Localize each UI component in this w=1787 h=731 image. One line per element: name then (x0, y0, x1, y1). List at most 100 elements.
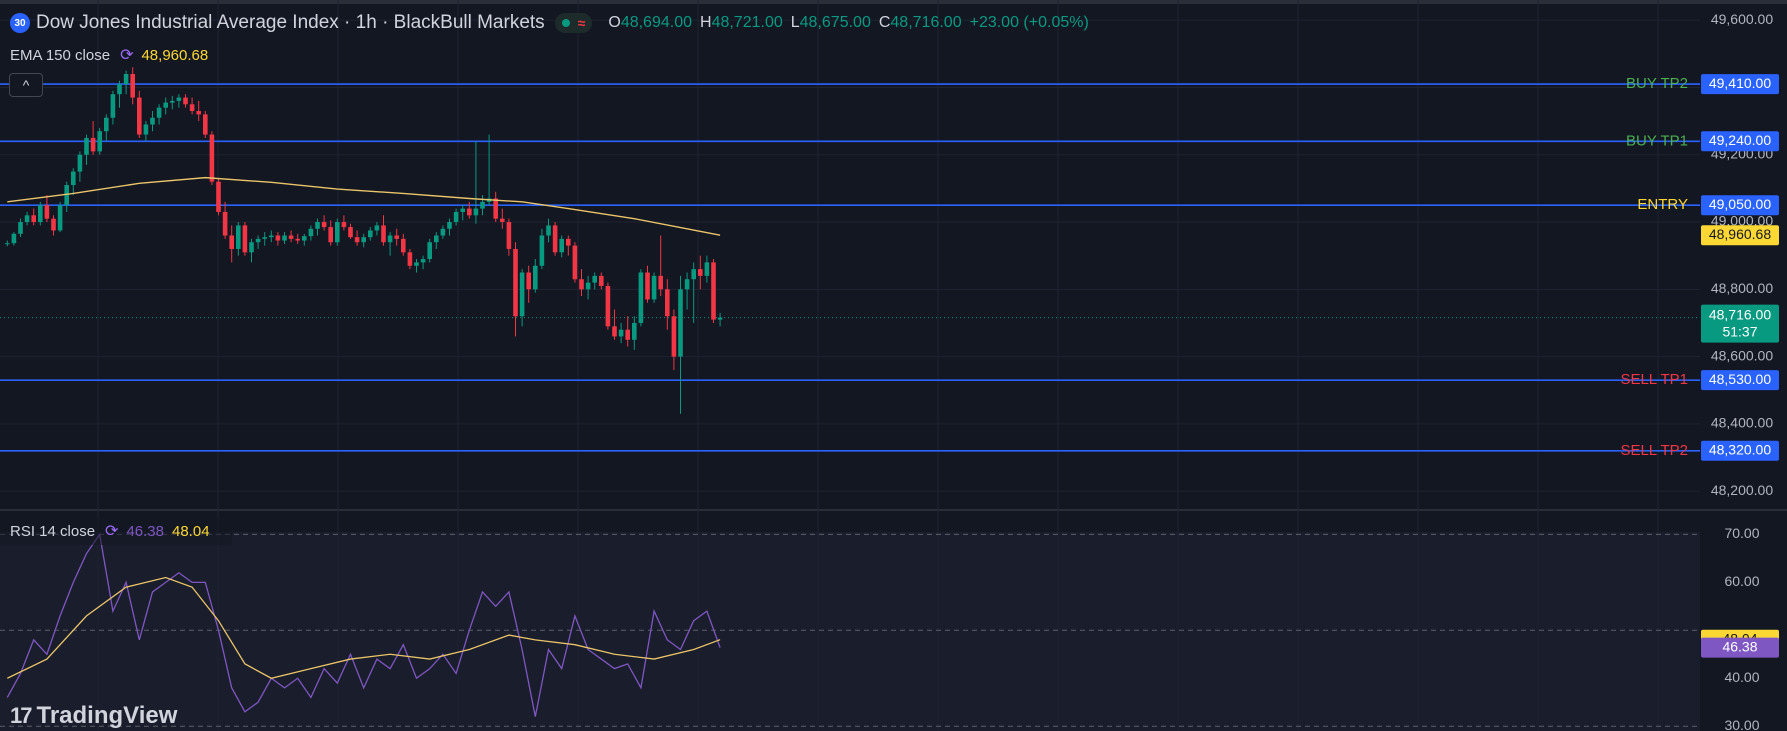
candle-body (711, 262, 716, 320)
candle-body (579, 279, 584, 290)
symbol-badge[interactable]: 30 (10, 13, 30, 33)
ohlc-change-value: +23.00 (+0.05%) (969, 14, 1089, 31)
candle-body (506, 222, 512, 249)
rsi-line (6, 532, 721, 717)
candle-body (552, 225, 558, 253)
rsi-legend-value: 46.38 (126, 522, 164, 540)
candle-body (645, 272, 650, 300)
candle-body (156, 107, 162, 118)
candle-body (572, 245, 578, 280)
candle-body (163, 102, 168, 108)
ohlc-close-value: 48,716.00 (890, 14, 962, 31)
candle-body (282, 235, 287, 241)
candle-body (651, 275, 657, 300)
live-status-pill[interactable]: ≈ (554, 13, 593, 33)
candle-body (585, 282, 591, 290)
candle-body (77, 154, 83, 172)
candle-body (97, 131, 102, 152)
rsi-axis-tick-label: 30.00 (1724, 717, 1759, 731)
candle-body (440, 228, 446, 236)
candle-body (427, 242, 432, 260)
level-price-badge (1701, 195, 1779, 216)
candle-body (605, 285, 611, 327)
candle-body (269, 235, 274, 238)
candle-body (24, 215, 30, 223)
rsi-badge (1701, 637, 1779, 658)
candle-body (460, 208, 465, 212)
candle-body (117, 84, 122, 95)
price-axis-tick-label: 48,800.00 (1711, 280, 1773, 296)
candle-body (698, 269, 703, 276)
rsi-pane-background (0, 532, 1700, 731)
chevron-up-icon: ^ (22, 77, 30, 93)
candle-body (209, 134, 215, 182)
rsi-axis-tick-label: 40.00 (1724, 669, 1759, 685)
candle-body (71, 171, 76, 186)
candle-body (242, 225, 248, 253)
candle-body (143, 124, 149, 135)
tradingview-logo[interactable]: 17 TradingView (10, 702, 177, 730)
ohlc-high-value: 48,721.00 (711, 14, 783, 31)
current-price-badge (1701, 304, 1779, 343)
price-axis-tick-label: 49,000.00 (1711, 213, 1773, 229)
candle-body (222, 211, 228, 236)
candle-body (566, 238, 571, 246)
rsi-badge-label: 46.38 (1722, 638, 1757, 654)
candle-body (684, 279, 690, 290)
candle-body (236, 225, 241, 249)
candle-body (678, 289, 683, 357)
candle-body (368, 230, 373, 238)
level-price-label: 49,240.00 (1709, 132, 1771, 148)
candle-body (229, 235, 234, 249)
candle-body (44, 205, 50, 219)
candle-body (196, 111, 201, 115)
price-axis-tick-label: 48,400.00 (1711, 415, 1773, 431)
rsi-legend-label: RSI 14 close (10, 522, 96, 540)
ohlc-high-label: H (700, 14, 712, 31)
candle-body (84, 137, 89, 155)
price-axis-tick-label: 49,600.00 (1711, 11, 1773, 27)
candle-body (599, 275, 604, 286)
candle-body (513, 248, 518, 317)
candle-body (374, 225, 380, 231)
candle-body (176, 97, 182, 101)
candle-body (420, 259, 426, 263)
candle-body (559, 238, 564, 253)
candle-body (539, 235, 545, 266)
candle-body (38, 205, 43, 223)
candle-body (335, 222, 340, 243)
candle-body (123, 74, 129, 85)
level-label: ENTRY (1637, 196, 1688, 213)
candle-body (288, 235, 294, 239)
level-price-label: 48,530.00 (1709, 371, 1771, 387)
rsi-legend[interactable]: RSI 14 close ⟳ 46.38 48.04 (10, 521, 218, 541)
bar-countdown-label: 51:37 (1722, 323, 1757, 339)
candle-body (90, 137, 96, 152)
candle-body (302, 236, 307, 241)
candle-body (592, 275, 597, 283)
ohlc-close-label: C (878, 14, 891, 31)
candle-body (104, 117, 109, 132)
level-price-badge (1701, 131, 1779, 152)
candle-body (387, 235, 393, 243)
wave-icon: ≈ (577, 15, 586, 31)
candle-body (381, 225, 386, 243)
candle-body (348, 227, 353, 238)
candle-body (295, 238, 300, 241)
level-label: BUY TP2 (1626, 75, 1688, 92)
candle-body (394, 235, 399, 239)
candle-body (632, 322, 637, 340)
candle-body (203, 114, 208, 135)
ema-legend[interactable]: EMA 150 close ⟳ 48,960.68 (10, 45, 216, 65)
candle-body (262, 237, 267, 239)
tradingview-logo-icon: 17 (10, 703, 33, 728)
collapse-legend-button[interactable]: ^ (9, 73, 43, 97)
candle-body (493, 198, 498, 219)
candle-body (354, 237, 360, 243)
ema-legend-label: EMA 150 close (10, 46, 111, 64)
top-border (0, 0, 1787, 4)
ohlc-open-value: 48,694.00 (620, 14, 692, 31)
chart-title[interactable]: Dow Jones Industrial Average Index · 1h … (36, 12, 545, 33)
